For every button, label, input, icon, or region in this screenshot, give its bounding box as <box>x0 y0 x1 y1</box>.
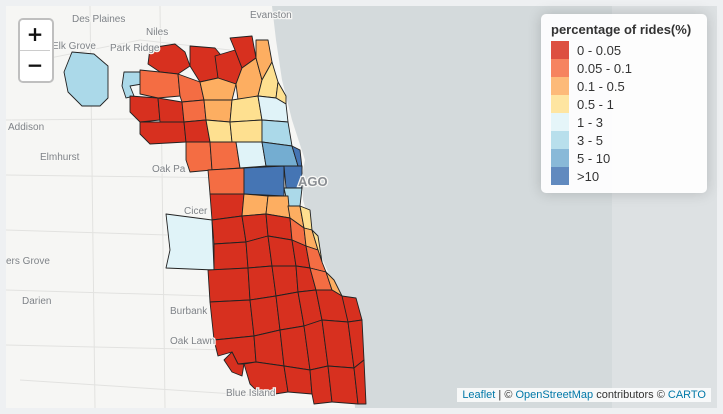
legend-items: 0 - 0.05 0.05 - 0.1 0.1 - 0.5 0.5 - 1 1 … <box>549 41 697 185</box>
label-elmhurst: Elmhurst <box>40 152 80 163</box>
tract[interactable] <box>223 351 245 377</box>
legend-label: 0.1 - 0.5 <box>577 78 625 94</box>
legend-swatch <box>551 167 569 185</box>
label-oak-park: Oak Pa <box>152 164 186 175</box>
label-blue-island: Blue Island <box>226 388 275 399</box>
tract[interactable] <box>199 77 237 101</box>
attribution-contributors: contributors © <box>593 389 668 401</box>
tract-cicero-area[interactable] <box>165 213 215 271</box>
tract[interactable] <box>213 241 249 271</box>
tract[interactable] <box>353 359 367 405</box>
tract[interactable] <box>185 141 213 173</box>
tract-ohare[interactable] <box>63 51 109 107</box>
legend-item: >10 <box>549 167 697 185</box>
tract[interactable] <box>241 193 269 217</box>
tract[interactable] <box>229 119 263 143</box>
legend-label: 0.05 - 0.1 <box>577 60 632 76</box>
tract[interactable] <box>207 167 245 195</box>
legend-label: 0 - 0.05 <box>577 42 622 58</box>
legend-label: >10 <box>577 168 600 184</box>
tract[interactable] <box>257 95 289 123</box>
label-darien: Darien <box>22 296 51 307</box>
zoom-out-button[interactable]: − <box>20 50 50 81</box>
label-downers-grove: ers Grove <box>6 256 50 267</box>
tract[interactable] <box>157 97 185 123</box>
legend-swatch <box>551 131 569 149</box>
tract[interactable] <box>129 95 161 123</box>
tract[interactable] <box>209 299 255 341</box>
legend-label: 0.5 - 1 <box>577 96 614 112</box>
legend-item: 0.05 - 0.1 <box>549 59 697 77</box>
road-network <box>6 6 251 408</box>
tract[interactable] <box>305 245 327 273</box>
label-park-ridge: Park Ridge <box>110 43 160 54</box>
legend-title: percentage of rides(%) <box>551 22 692 37</box>
label-oak-lawn: Oak Lawn <box>170 336 215 347</box>
label-evanston: Evanston <box>250 10 292 21</box>
legend-item: 3 - 5 <box>549 131 697 149</box>
tract[interactable] <box>283 365 313 395</box>
map-attribution: Leaflet | © OpenStreetMap contributors ©… <box>457 388 711 402</box>
tract[interactable] <box>327 365 359 405</box>
tract[interactable] <box>229 95 263 123</box>
tract[interactable] <box>203 99 233 123</box>
legend-item: 5 - 10 <box>549 149 697 167</box>
legend-swatch <box>551 95 569 113</box>
tract[interactable] <box>245 235 273 269</box>
legend-swatch <box>551 59 569 77</box>
legend-item: 1 - 3 <box>549 113 697 131</box>
tract[interactable] <box>211 215 247 245</box>
legend-label: 1 - 3 <box>577 114 604 130</box>
legend-swatch <box>551 149 569 167</box>
tract[interactable] <box>235 141 267 169</box>
openstreetmap-link[interactable]: OpenStreetMap <box>515 389 594 401</box>
map-legend: percentage of rides(%) 0 - 0.05 0.05 - 0… <box>541 14 707 193</box>
legend-item: 0.1 - 0.5 <box>549 77 697 95</box>
carto-link[interactable]: CARTO <box>667 389 706 401</box>
tract[interactable] <box>249 295 281 337</box>
tract[interactable] <box>139 121 187 145</box>
tract[interactable] <box>309 365 333 405</box>
tract[interactable] <box>253 329 285 367</box>
zoom-control: + − <box>18 18 54 83</box>
tract[interactable] <box>247 265 277 301</box>
label-cicero: Cicer <box>184 206 208 217</box>
tract[interactable] <box>183 119 211 143</box>
legend-swatch <box>551 41 569 59</box>
tract[interactable] <box>261 119 293 147</box>
place-labels: Des Plaines Evanston Niles Elk Grove Par… <box>6 9 329 401</box>
legend-swatch <box>551 77 569 95</box>
tracts[interactable] <box>129 35 367 405</box>
legend-item: 0 - 0.05 <box>549 41 697 59</box>
label-elk-grove: Elk Grove <box>52 41 96 52</box>
legend-label: 5 - 10 <box>577 150 611 166</box>
tract[interactable] <box>181 99 207 123</box>
tract[interactable] <box>205 119 233 143</box>
label-addison: Addison <box>8 122 44 133</box>
tract[interactable] <box>207 267 251 303</box>
label-burbank: Burbank <box>170 306 208 317</box>
legend-swatch <box>551 113 569 131</box>
tract[interactable] <box>271 265 299 297</box>
legend-label: 3 - 5 <box>577 132 604 148</box>
tract[interactable] <box>139 69 181 99</box>
leaflet-link[interactable]: Leaflet <box>462 389 496 401</box>
tract[interactable] <box>243 165 285 197</box>
label-des-plaines: Des Plaines <box>72 14 125 25</box>
zoom-in-button[interactable]: + <box>20 20 50 50</box>
legend-item: 0.5 - 1 <box>549 95 697 113</box>
attribution-separator: | © <box>495 389 516 401</box>
label-niles: Niles <box>146 27 168 38</box>
label-chicago: AGO <box>298 174 328 189</box>
tract[interactable] <box>147 43 191 75</box>
tract[interactable] <box>209 141 241 171</box>
